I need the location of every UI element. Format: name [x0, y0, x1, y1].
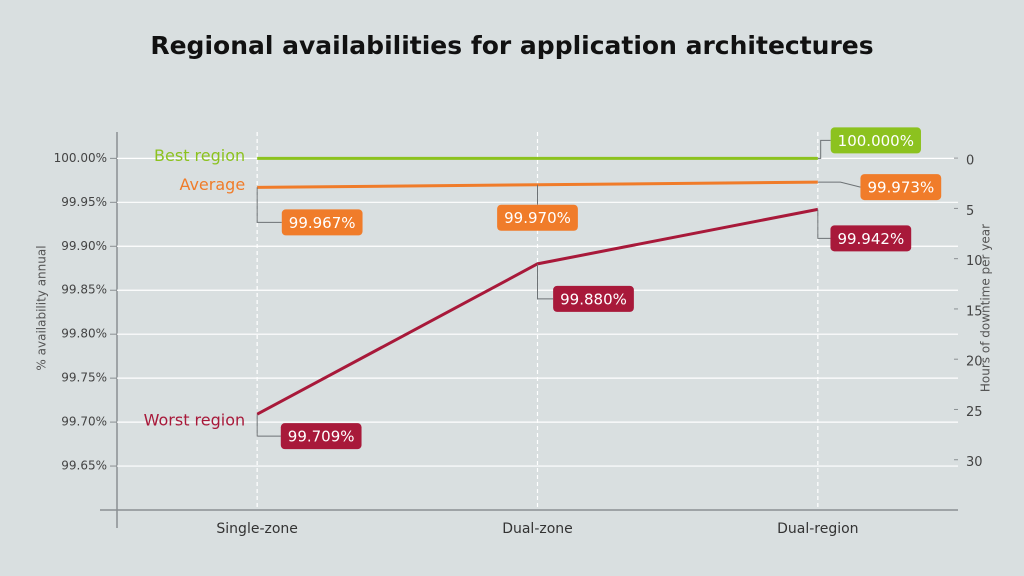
leader-line [256, 414, 281, 437]
y-axis-label: % availability annual [35, 245, 49, 370]
series-name: Average [179, 175, 245, 194]
y-tick-label: 100.00% [54, 151, 107, 165]
leader-line [817, 139, 831, 159]
value-label-box [281, 209, 363, 236]
y-tick-label: 99.70% [61, 415, 107, 429]
value-label: 99.942% [830, 225, 912, 252]
value-label: 99.709% [280, 423, 362, 450]
y2-tick-label: 25 [966, 405, 983, 420]
value-label: 99.967% [281, 209, 363, 236]
value-label-box [280, 423, 362, 450]
y-tick-label: 99.90% [61, 239, 107, 253]
series-name: Worst region [144, 411, 246, 430]
value-label-text: 99.709% [288, 428, 355, 446]
value-label-text: 100.000% [838, 132, 914, 150]
value-label-text: 99.967% [289, 214, 356, 232]
y2-tick-label: 20 [966, 355, 983, 370]
value-label: 99.973% [860, 174, 942, 201]
y-tick-label: 99.85% [61, 283, 107, 297]
y2-tick-label: 30 [966, 455, 983, 470]
value-label: 99.880% [553, 285, 634, 312]
value-label-text: 99.970% [504, 209, 571, 227]
value-label: 100.000% [830, 127, 921, 154]
value-label-box [497, 204, 578, 231]
y-tick-label: 99.75% [61, 371, 107, 385]
y2-tick-label: 15 [966, 304, 983, 319]
value-label-box [830, 225, 912, 252]
series-name: Best region [154, 146, 245, 165]
y-tick-label: 99.80% [61, 327, 107, 341]
value-label-box [830, 127, 921, 154]
x-tick-label: Dual-region [777, 521, 858, 537]
value-label-text: 99.942% [837, 230, 904, 248]
y2-axis-label: Hours of downtime per year [979, 224, 993, 392]
leader-line [817, 181, 861, 188]
value-label: 99.970% [497, 204, 578, 231]
y2-tick-label: 0 [966, 154, 974, 169]
leader-line [817, 209, 831, 239]
value-label-box [860, 174, 942, 201]
x-tick-label: Dual-zone [502, 521, 573, 537]
x-tick-label: Single-zone [216, 521, 298, 537]
y-tick-label: 99.65% [61, 459, 107, 473]
y-tick-label: 99.95% [61, 195, 107, 209]
value-label-box [553, 285, 634, 312]
value-label-text: 99.880% [560, 290, 627, 308]
y2-tick-label: 10 [966, 254, 983, 269]
chart-title: Regional availabilities for application … [150, 31, 873, 60]
leader-line [256, 187, 282, 223]
leader-line [537, 263, 554, 300]
y2-tick-label: 5 [966, 204, 974, 219]
value-label-text: 99.973% [867, 179, 934, 197]
